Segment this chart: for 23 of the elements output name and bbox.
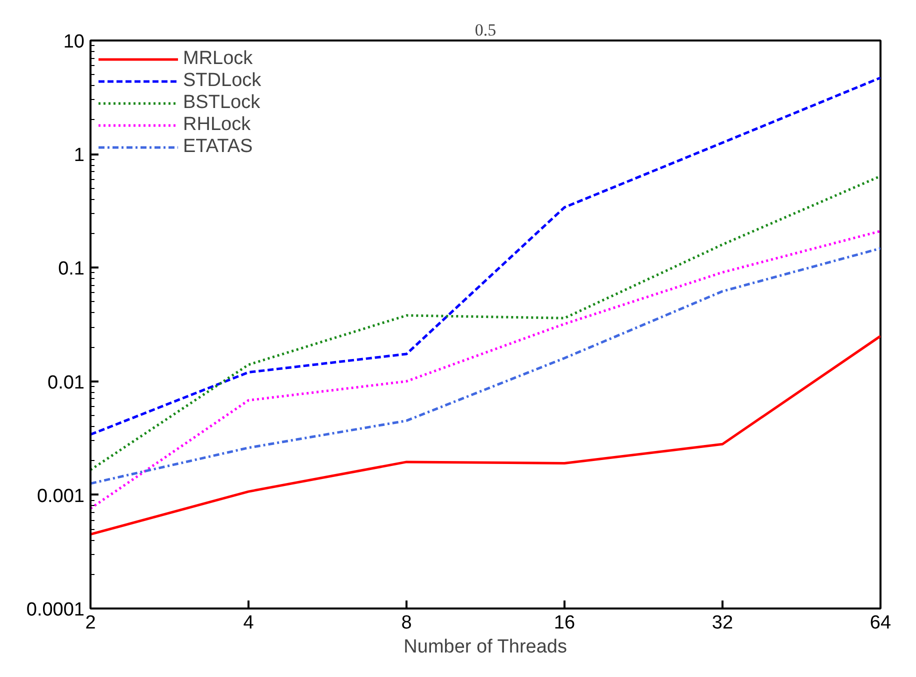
line-series [90, 174, 880, 472]
x-tick-label: 16 [554, 612, 576, 634]
legend-label: RHLock [183, 114, 251, 136]
y-tick-label: 1 [74, 145, 85, 166]
x-tick-label: 4 [243, 612, 254, 634]
y-tick-label: 0.001 [36, 486, 84, 507]
legend-label: MRLock [183, 48, 253, 70]
line-series [90, 247, 880, 485]
y-tick-label: 0.0001 [26, 600, 85, 620]
legend-label: STDLock [183, 70, 262, 92]
x-tick-label: 32 [712, 612, 734, 634]
chart-title: 0.5 [474, 20, 496, 40]
y-tick-label: 0.01 [48, 372, 85, 394]
line-series [90, 230, 880, 510]
x-tick-label: 8 [401, 612, 412, 634]
x-axis-title: Number of Threads [404, 636, 568, 658]
y-tick-label: 10 [63, 32, 85, 52]
legend-label: ETATAS [183, 136, 253, 158]
y-tick-label: 0.1 [58, 258, 85, 280]
x-tick-label: 64 [870, 612, 892, 634]
line-series [90, 334, 880, 536]
legend-label: BSTLock [183, 92, 260, 114]
x-tick-label: 2 [85, 612, 96, 634]
